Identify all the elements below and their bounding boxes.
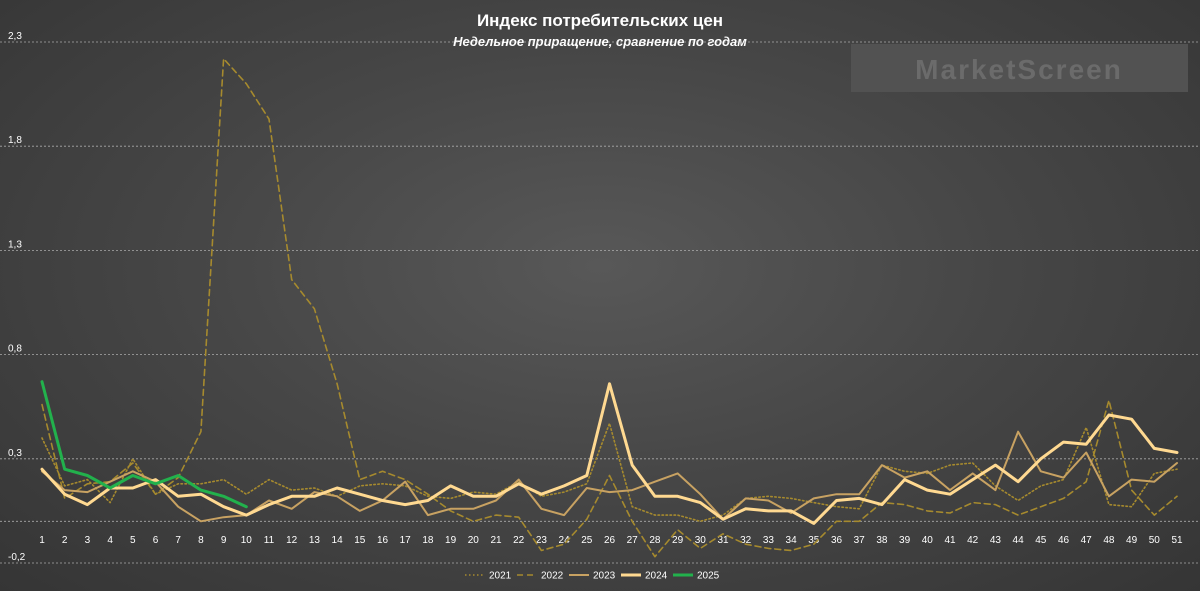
y-tick-label: 1,8: [8, 135, 22, 146]
x-tick-label: 47: [1081, 535, 1093, 546]
x-tick-label: 7: [175, 535, 181, 546]
x-tick-label: 46: [1058, 535, 1070, 546]
watermark-box: [851, 44, 1188, 92]
x-tick-label: 14: [332, 535, 344, 546]
grid-lines: [0, 41, 1200, 564]
y-tick-label: 0,3: [8, 448, 22, 459]
x-tick-label: 49: [1126, 535, 1138, 546]
x-tick-label: 43: [990, 535, 1002, 546]
x-tick-label: 20: [468, 535, 480, 546]
x-tick-label: 24: [559, 535, 571, 546]
x-tick-label: 31: [717, 535, 729, 546]
series-line-2021: [41, 422, 1178, 523]
x-tick-label: 4: [107, 535, 113, 546]
x-tick-label: 11: [264, 535, 275, 546]
x-tick-label: 21: [490, 535, 502, 546]
x-tick-label: 35: [808, 535, 820, 546]
x-tick-label: 10: [241, 535, 253, 546]
x-tick-label: 51: [1171, 535, 1183, 546]
watermark: MarketScreen: [851, 44, 1188, 92]
x-tick-label: 50: [1149, 535, 1161, 546]
y-tick-label: 2,3: [8, 31, 22, 42]
x-tick-label: 32: [740, 535, 752, 546]
x-tick-label: 3: [85, 535, 91, 546]
x-tick-label: 40: [922, 535, 934, 546]
series-line-2025: [40, 380, 248, 509]
x-tick-label: 33: [763, 535, 775, 546]
x-tick-label: 6: [153, 535, 159, 546]
chart-subtitle: Недельное приращение, сравнение по годам: [453, 34, 747, 49]
x-tick-label: 1: [39, 535, 45, 546]
x-tick-label: 15: [354, 535, 366, 546]
y-axis: -0,2 0,3 0,8 1,3 1,8 2,3: [8, 31, 26, 563]
legend-label-2021: 2021: [489, 571, 512, 582]
x-tick-label: 28: [649, 535, 661, 546]
x-tick-label: 19: [445, 535, 457, 546]
series-line-2022: [41, 57, 1178, 558]
x-tick-label: 25: [581, 535, 593, 546]
x-tick-label: 12: [286, 535, 298, 546]
x-tick-label: 27: [627, 535, 639, 546]
x-tick-label: 5: [130, 535, 136, 546]
x-tick-label: 13: [309, 535, 321, 546]
watermark-text: MarketScreen: [915, 54, 1123, 85]
x-tick-label: 18: [422, 535, 434, 546]
legend-label-2023: 2023: [593, 571, 616, 582]
legend: 2021 2022 2023 2024 2025: [465, 571, 720, 582]
x-tick-label: 29: [672, 535, 684, 546]
x-tick-label: 17: [400, 535, 412, 546]
x-tick-label: 30: [695, 535, 707, 546]
x-tick-label: 36: [831, 535, 843, 546]
series-line-2024: [40, 382, 1179, 525]
x-tick-label: 41: [944, 535, 956, 546]
x-tick-label: 9: [221, 535, 227, 546]
x-tick-label: 34: [786, 535, 798, 546]
chart-title: Индекс потребительских цен: [477, 11, 723, 30]
x-tick-label: 8: [198, 535, 204, 546]
x-tick-label: 44: [1013, 535, 1025, 546]
y-tick-label: 1,3: [8, 239, 22, 250]
legend-label-2022: 2022: [541, 571, 564, 582]
x-tick-label: 42: [967, 535, 979, 546]
series-lines: [40, 57, 1179, 558]
x-tick-label: 2: [62, 535, 68, 546]
x-tick-label: 23: [536, 535, 548, 546]
x-tick-label: 22: [513, 535, 525, 546]
legend-label-2024: 2024: [645, 571, 668, 582]
x-tick-label: 16: [377, 535, 389, 546]
x-tick-label: 38: [876, 535, 888, 546]
legend-label-2025: 2025: [697, 571, 720, 582]
y-tick-label: 0,8: [8, 344, 22, 355]
x-tick-label: 37: [854, 535, 866, 546]
x-axis: 1 2 3 4 5 6 7 8 9 10 11 12 13 14 15 16 17 18 19 20 21 22 23 24 2…: [39, 535, 1183, 546]
x-tick-label: 26: [604, 535, 616, 546]
y-tick-label: -0,2: [8, 552, 26, 563]
x-tick-label: 48: [1103, 535, 1115, 546]
x-tick-label: 39: [899, 535, 911, 546]
series-line-2023: [41, 430, 1178, 523]
x-tick-label: 45: [1035, 535, 1047, 546]
